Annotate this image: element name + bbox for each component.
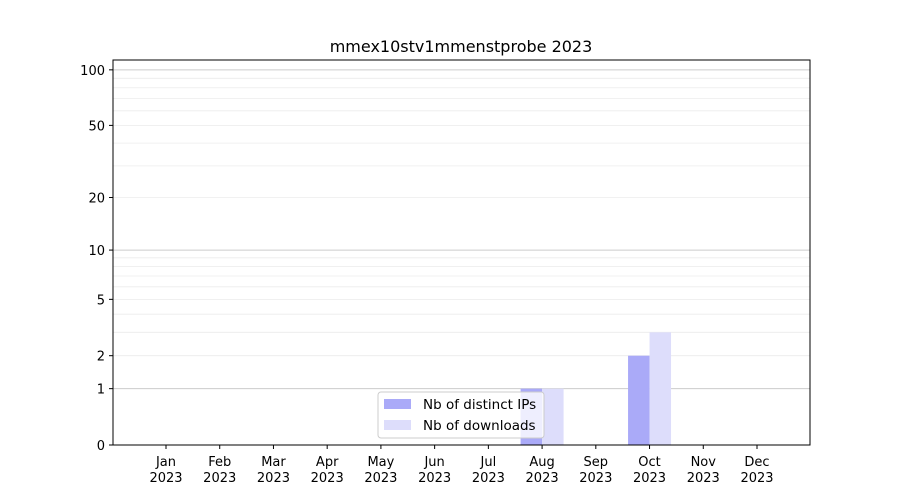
- x-tick-label-month: May: [367, 455, 394, 470]
- y-tick-label: 1: [97, 383, 105, 398]
- x-tick-label-year: 2023: [687, 471, 720, 486]
- x-tick-label-month: Dec: [744, 455, 769, 470]
- y-tick-label: 0: [97, 439, 105, 454]
- bar-downloads: [649, 332, 672, 445]
- y-tick-label: 20: [88, 192, 105, 207]
- bar-downloads: [542, 388, 564, 445]
- legend-swatch-ips: [384, 399, 411, 409]
- y-tick-label: 10: [88, 244, 105, 259]
- grid: [113, 69, 810, 390]
- bar-distinct-ips: [628, 355, 650, 445]
- y-tick-label: 50: [88, 119, 105, 134]
- legend: Nb of distinct IPs Nb of downloads: [377, 391, 545, 439]
- x-tick-label-month: Aug: [529, 455, 554, 470]
- legend-box: [377, 391, 545, 439]
- x-tick-label-year: 2023: [203, 471, 236, 486]
- legend-label-downloads: Nb of downloads: [423, 418, 536, 434]
- chart-title: mmex10stv1mmenstprobe 2023: [330, 37, 593, 56]
- x-tick-label-year: 2023: [149, 471, 182, 486]
- x-tick-label-year: 2023: [633, 471, 666, 486]
- x-tick-label-year: 2023: [364, 471, 397, 486]
- x-tick-label-year: 2023: [472, 471, 505, 486]
- x-tick-label-month: Apr: [316, 455, 339, 470]
- x-tick-label-year: 2023: [526, 471, 559, 486]
- plot-frame: [112, 59, 811, 446]
- y-axis: 0 1 2 5 10 20 50 100: [80, 64, 113, 454]
- legend-swatch-downloads: [384, 420, 411, 430]
- x-tick-label-month: Sep: [584, 455, 609, 470]
- x-tick-label-month: Nov: [691, 455, 717, 470]
- x-tick-label-month: Jan: [155, 455, 176, 470]
- x-tick-label-year: 2023: [579, 471, 612, 486]
- x-tick-label-year: 2023: [311, 471, 344, 486]
- x-tick-label-year: 2023: [257, 471, 290, 486]
- x-tick-label-month: Jul: [480, 455, 497, 470]
- y-tick-label: 100: [80, 64, 105, 79]
- x-tick-label-month: Jun: [423, 455, 444, 470]
- x-tick-label-month: Feb: [208, 455, 231, 470]
- y-tick-label: 2: [97, 350, 105, 365]
- y-tick-label: 5: [97, 293, 105, 308]
- x-tick-label-month: Oct: [638, 455, 660, 470]
- x-tick-label-year: 2023: [740, 471, 773, 486]
- x-tick-label-year: 2023: [418, 471, 451, 486]
- legend-label-ips: Nb of distinct IPs: [423, 397, 536, 413]
- x-axis: Jan2023Feb2023Mar2023Apr2023May2023Jun20…: [149, 445, 774, 486]
- x-tick-label-month: Mar: [261, 455, 286, 470]
